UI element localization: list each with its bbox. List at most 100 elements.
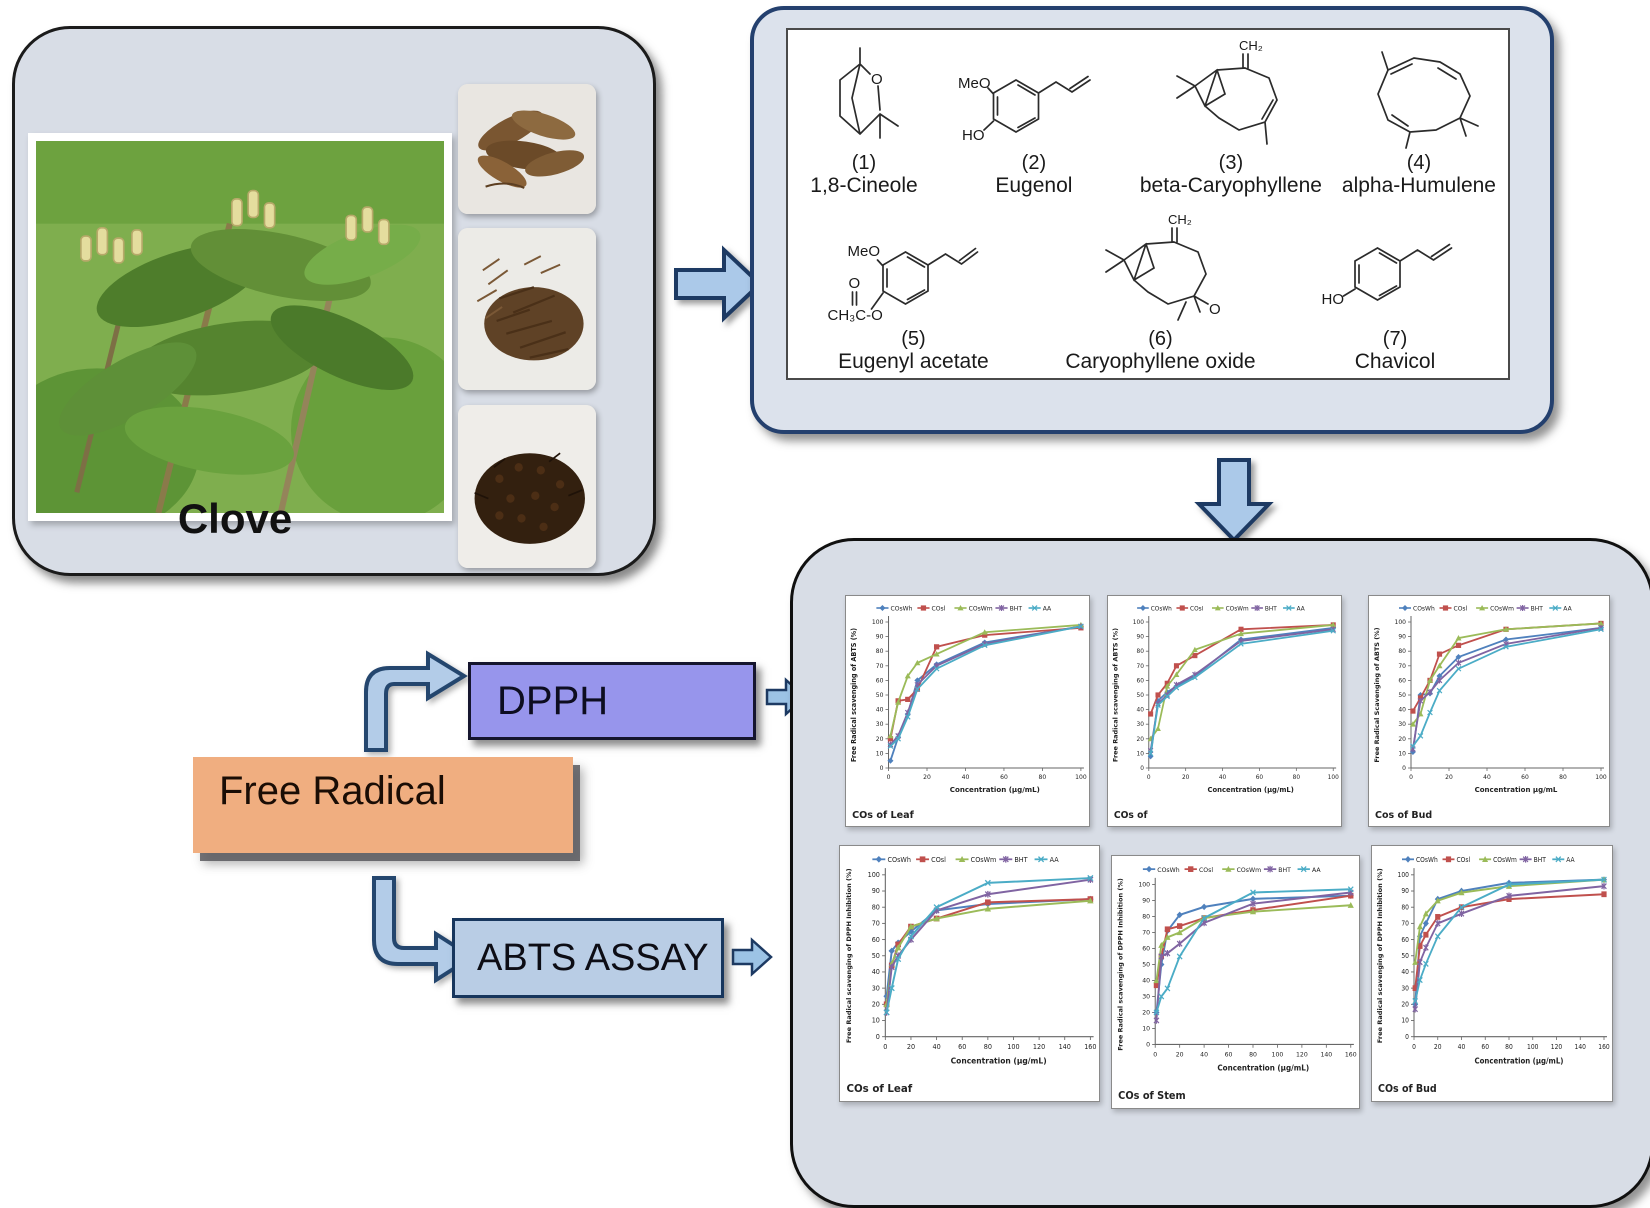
svg-text:AA: AA xyxy=(1043,606,1052,613)
svg-text:Concentration (µg/mL): Concentration (µg/mL) xyxy=(1217,1064,1309,1073)
chart-panel-abts-bud: 0 10 20 30 40 50 60 70 80 90 100 0 20 40 60 80 100 COsWh C… xyxy=(1368,595,1610,827)
svg-text:0: 0 xyxy=(1409,774,1413,781)
svg-text:20: 20 xyxy=(1445,774,1453,781)
svg-text:100: 100 xyxy=(1007,1043,1019,1051)
compound-eugenol: MeO HO (2) Eugenol xyxy=(948,34,1120,198)
svg-text:COs of Leaf: COs of Leaf xyxy=(852,810,915,821)
svg-text:140: 140 xyxy=(1320,1050,1332,1058)
svg-text:60: 60 xyxy=(1521,774,1529,781)
flow-arrow-down-icon xyxy=(1194,458,1274,543)
svg-text:Free Radical scavenging of ABT: Free Radical scavenging of ABTS (%) xyxy=(1112,628,1120,762)
svg-text:40: 40 xyxy=(1398,707,1406,714)
compound-number: (2) xyxy=(1021,152,1047,174)
svg-text:COsl: COsl xyxy=(1199,866,1213,874)
clove-plant-illustration xyxy=(36,141,444,513)
svg-text:0: 0 xyxy=(1153,1050,1157,1058)
dpph-leaf-chart: 0 10 20 30 40 50 60 70 80 90 100 0 20 40 60 80 100 120 140… xyxy=(845,855,1097,1095)
svg-text:120: 120 xyxy=(1296,1050,1308,1058)
svg-text:40: 40 xyxy=(932,1043,940,1051)
svg-text:Concentration (µg/mL): Concentration (µg/mL) xyxy=(950,785,1040,794)
chart-panel-dpph-leaf: 0 10 20 30 40 50 60 70 80 90 100 0 20 40 60 80 100 120 140… xyxy=(839,845,1100,1102)
svg-text:100: 100 xyxy=(1398,872,1409,879)
svg-text:30: 30 xyxy=(872,984,880,992)
svg-text:100: 100 xyxy=(1133,620,1144,626)
svg-text:120: 120 xyxy=(1033,1043,1045,1051)
svg-text:Concentration µg/mL: Concentration µg/mL xyxy=(1475,786,1558,794)
svg-text:0: 0 xyxy=(887,774,891,781)
svg-text:60: 60 xyxy=(1401,937,1409,944)
compound-beta-caryophyllene: CH₂ (3) beta-Caryophyllene xyxy=(1140,34,1322,198)
svg-text:0: 0 xyxy=(1140,766,1144,772)
svg-text:20: 20 xyxy=(876,736,884,743)
svg-text:BHT: BHT xyxy=(1014,856,1028,864)
eugenol-ho-label: HO xyxy=(962,127,985,144)
svg-text:COsWh: COsWh xyxy=(887,856,910,864)
svg-text:COsl: COsl xyxy=(1457,857,1471,864)
compound-number: (5) xyxy=(901,328,926,350)
svg-text:80: 80 xyxy=(1401,904,1409,911)
svg-text:100: 100 xyxy=(1595,774,1607,781)
svg-text:40: 40 xyxy=(1200,1050,1208,1058)
svg-text:COsWm: COsWm xyxy=(1226,606,1249,612)
svg-text:30: 30 xyxy=(1142,992,1150,1000)
svg-text:0: 0 xyxy=(1147,775,1151,781)
compound-name: 1,8-Cineole xyxy=(810,174,918,197)
dried-leaves-illustration xyxy=(458,84,596,214)
abts-label: ABTS ASSAY xyxy=(477,936,709,979)
compound-eugenyl-acetate: MeO O CH₃C-O (5) Eugenyl acetate xyxy=(818,208,1008,374)
compound-chavicol: HO (7) Chavicol xyxy=(1313,208,1478,374)
svg-text:COsWh: COsWh xyxy=(891,606,913,613)
dpph-bud-chart: 0 10 20 30 40 50 60 70 80 90 100 0 20 40 60 80 100 120 140… xyxy=(1377,855,1610,1095)
compound-number: (4) xyxy=(1406,152,1432,174)
chart-panel-dpph-stem: 0 10 20 30 40 50 60 70 80 90 100 0 20 40 60 80 100 120 140… xyxy=(1111,855,1360,1109)
elbow-arrow-up-right-icon xyxy=(364,650,468,752)
svg-text:20: 20 xyxy=(1398,736,1406,743)
abts-bud-chart: 0 10 20 30 40 50 60 70 80 90 100 0 20 40 60 80 100 COsWh C… xyxy=(1373,605,1607,821)
cineole-o-label: O xyxy=(871,71,883,88)
svg-text:100: 100 xyxy=(1272,1050,1284,1058)
svg-text:COsWm: COsWm xyxy=(1237,866,1261,874)
dpph-label: DPPH xyxy=(497,678,609,723)
svg-text:20: 20 xyxy=(872,1000,880,1008)
svg-text:80: 80 xyxy=(1398,648,1406,655)
svg-text:Free Radical scavenging of DPP: Free Radical scavenging of DPPH Inhibiti… xyxy=(845,868,853,1043)
svg-text:Cos of Bud: Cos of Bud xyxy=(1375,810,1432,821)
svg-text:0: 0 xyxy=(876,1033,880,1041)
svg-text:COsWh: COsWh xyxy=(1413,606,1435,613)
svg-text:40: 40 xyxy=(1142,976,1150,984)
svg-text:70: 70 xyxy=(1398,663,1406,670)
clove-plant-photo xyxy=(28,133,452,521)
flow-arrow-right-icon xyxy=(674,245,763,323)
svg-text:0: 0 xyxy=(1146,1040,1150,1048)
svg-text:COsWh: COsWh xyxy=(1416,857,1438,864)
svg-text:10: 10 xyxy=(1142,1024,1150,1032)
svg-text:80: 80 xyxy=(1559,774,1567,781)
dpph-box: DPPH xyxy=(468,662,756,740)
chavicol-ho-label: HO xyxy=(1321,291,1344,308)
svg-text:90: 90 xyxy=(1142,896,1150,904)
caryophyllene-oxide-structure: CH₂ O xyxy=(1105,212,1221,321)
svg-text:70: 70 xyxy=(1137,664,1145,670)
eugenyl-meo-label: MeO xyxy=(848,243,881,260)
svg-text:100: 100 xyxy=(1328,775,1339,781)
svg-text:COsWm: COsWm xyxy=(971,856,997,864)
svg-text:140: 140 xyxy=(1575,1044,1586,1051)
svg-text:AA: AA xyxy=(1050,856,1060,864)
svg-text:Concentration (µg/mL): Concentration (µg/mL) xyxy=(1208,786,1294,794)
svg-text:10: 10 xyxy=(1401,1017,1409,1024)
abts-stem-chart: 0 10 20 30 40 50 60 70 80 90 100 0 20 40 60 80 100 COsWh C… xyxy=(1112,605,1339,821)
svg-text:BHT: BHT xyxy=(1278,866,1291,874)
svg-text:160: 160 xyxy=(1345,1050,1357,1058)
svg-text:20: 20 xyxy=(1182,775,1190,781)
dpph-stem-chart: 0 10 20 30 40 50 60 70 80 90 100 0 20 40 60 80 100 120 140… xyxy=(1117,866,1357,1103)
compound-cineole: O (1) 1,8-Cineole xyxy=(800,34,928,198)
free-radical-label: Free Radical xyxy=(219,769,446,813)
abts-box: ABTS ASSAY xyxy=(452,918,724,998)
compound-number: (3) xyxy=(1218,152,1244,174)
chart-panel-abts-leaf: 0 10 20 30 40 50 60 70 80 90 100 0 20 40 60 80 100 COsWh C… xyxy=(845,595,1090,827)
svg-text:COs of Stem: COs of Stem xyxy=(1118,1091,1185,1102)
svg-text:30: 30 xyxy=(876,721,884,728)
chart-panel-dpph-bud: 0 10 20 30 40 50 60 70 80 90 100 0 20 40 60 80 100 120 140… xyxy=(1371,845,1613,1102)
svg-text:40: 40 xyxy=(1219,775,1227,781)
svg-text:120: 120 xyxy=(1551,1044,1562,1051)
